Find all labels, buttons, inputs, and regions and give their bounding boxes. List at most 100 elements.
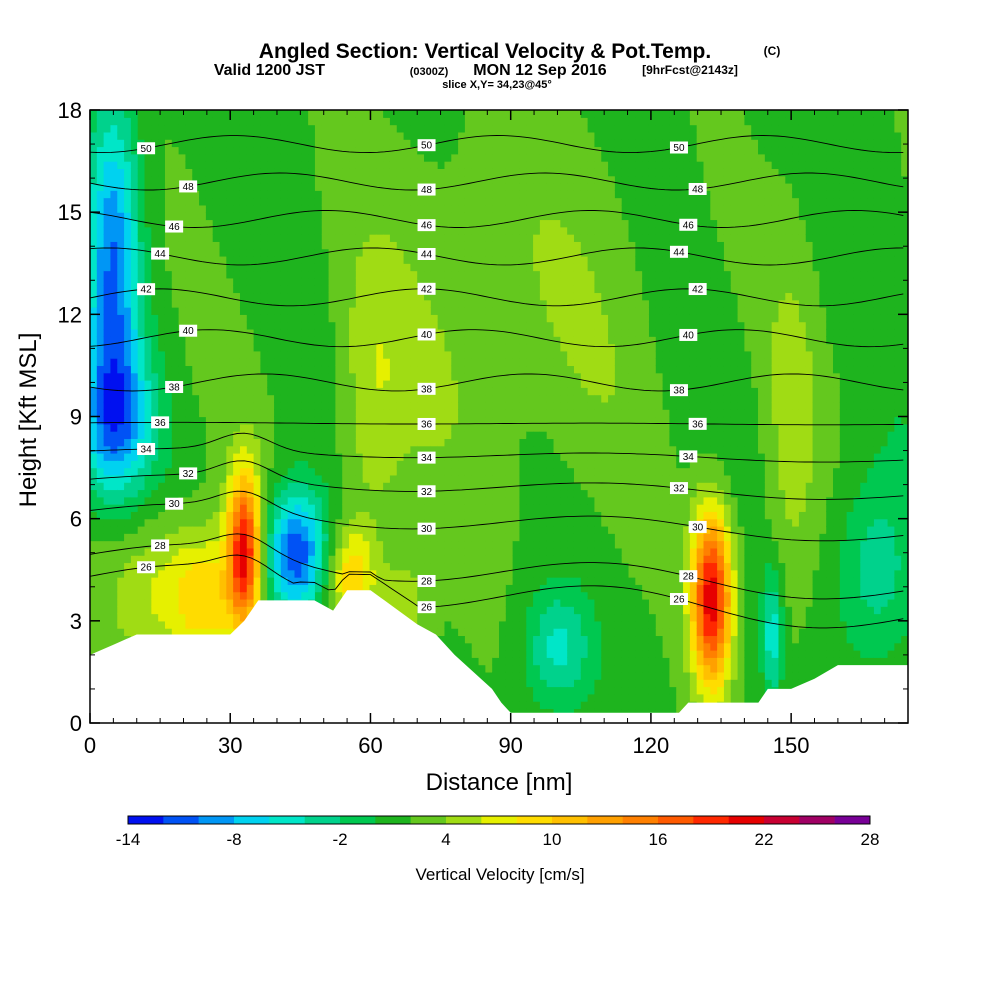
field-cell: [274, 525, 282, 534]
field-cell: [424, 533, 432, 542]
field-cell: [451, 343, 459, 352]
field-cell: [233, 577, 241, 585]
field-cell: [164, 277, 173, 286]
field-cell: [246, 248, 255, 257]
field-cell: [396, 190, 405, 199]
field-cell: [96, 175, 105, 184]
field-cell: [335, 518, 343, 527]
field-cell: [274, 496, 282, 505]
field-cell: [246, 328, 255, 337]
field-cell: [96, 511, 105, 520]
field-cell: [308, 350, 316, 359]
field-cell: [294, 110, 302, 118]
field-cell: [192, 606, 200, 615]
field-cell: [158, 241, 166, 250]
field-cell: [301, 131, 309, 140]
field-cell: [178, 511, 187, 520]
field-cell: [396, 285, 405, 294]
field-cell: [396, 525, 405, 534]
field-cell: [246, 504, 255, 512]
field-cell: [205, 401, 214, 410]
field-cell: [417, 321, 425, 330]
field-cell: [287, 387, 296, 396]
field-cell: [389, 117, 398, 126]
field-cell: [239, 613, 248, 622]
field-cell: [233, 620, 241, 629]
field-cell: [280, 168, 289, 177]
field-cell: [321, 518, 330, 527]
field-cell: [314, 482, 323, 491]
field-cell: [130, 569, 139, 578]
field-cell: [144, 197, 152, 206]
field-cell: [219, 219, 227, 228]
field-cell: [301, 314, 309, 323]
field-cell: [199, 190, 207, 199]
field-cell: [389, 562, 398, 571]
field-cell: [458, 518, 466, 527]
field-cell: [376, 161, 384, 169]
field-cell: [239, 525, 248, 534]
field-cell: [253, 226, 262, 235]
field-cell: [417, 460, 425, 469]
field-cell: [376, 153, 384, 162]
field-cell: [130, 525, 139, 534]
field-cell: [314, 387, 323, 396]
field-cell: [233, 372, 241, 381]
field-cell: [253, 562, 262, 571]
field-cell: [185, 307, 193, 315]
field-cell: [110, 336, 118, 345]
field-cell: [437, 248, 446, 257]
field-cell: [103, 482, 112, 491]
field-cell: [369, 321, 377, 330]
field-cell: [383, 562, 391, 571]
field-cell: [314, 577, 323, 585]
field-cell: [158, 380, 166, 388]
field-cell: [349, 562, 357, 571]
field-cell: [158, 445, 166, 454]
field-cell: [410, 161, 418, 169]
field-cell: [437, 234, 446, 242]
field-cell: [124, 401, 132, 410]
field-cell: [464, 394, 473, 403]
field-cell: [376, 139, 384, 148]
field-cell: [389, 234, 398, 242]
field-cell: [205, 547, 214, 556]
field-cell: [458, 423, 466, 432]
field-cell: [437, 314, 446, 323]
field-cell: [226, 591, 234, 600]
field-cell: [219, 533, 227, 542]
field-cell: [117, 635, 125, 644]
field-cell: [444, 321, 452, 330]
field-cell: [287, 153, 296, 162]
field-cell: [287, 504, 296, 512]
field-cell: [328, 387, 336, 396]
field-cell: [253, 540, 262, 549]
field-cell: [233, 277, 241, 286]
field-cell: [212, 613, 221, 622]
field-cell: [308, 219, 316, 228]
field-cell: [308, 124, 316, 133]
field-cell: [471, 372, 480, 381]
field-cell: [389, 431, 398, 439]
field-cell: [294, 467, 302, 476]
field-cell: [103, 606, 112, 615]
field-cell: [110, 555, 118, 564]
field-cell: [410, 190, 418, 199]
field-cell: [383, 168, 391, 177]
field-cell: [383, 299, 391, 308]
field-cell: [471, 577, 480, 585]
field-cell: [205, 110, 214, 118]
field-cell: [110, 117, 118, 126]
field-cell: [219, 562, 227, 571]
field-cell: [205, 343, 214, 352]
field-cell: [478, 452, 486, 461]
field-cell: [478, 336, 486, 345]
field-cell: [260, 175, 268, 184]
field-cell: [335, 321, 343, 330]
field-cell: [233, 547, 241, 556]
field-cell: [369, 190, 377, 199]
field-cell: [185, 131, 193, 140]
field-cell: [464, 569, 473, 578]
field-cell: [342, 467, 350, 476]
field-cell: [383, 380, 391, 388]
